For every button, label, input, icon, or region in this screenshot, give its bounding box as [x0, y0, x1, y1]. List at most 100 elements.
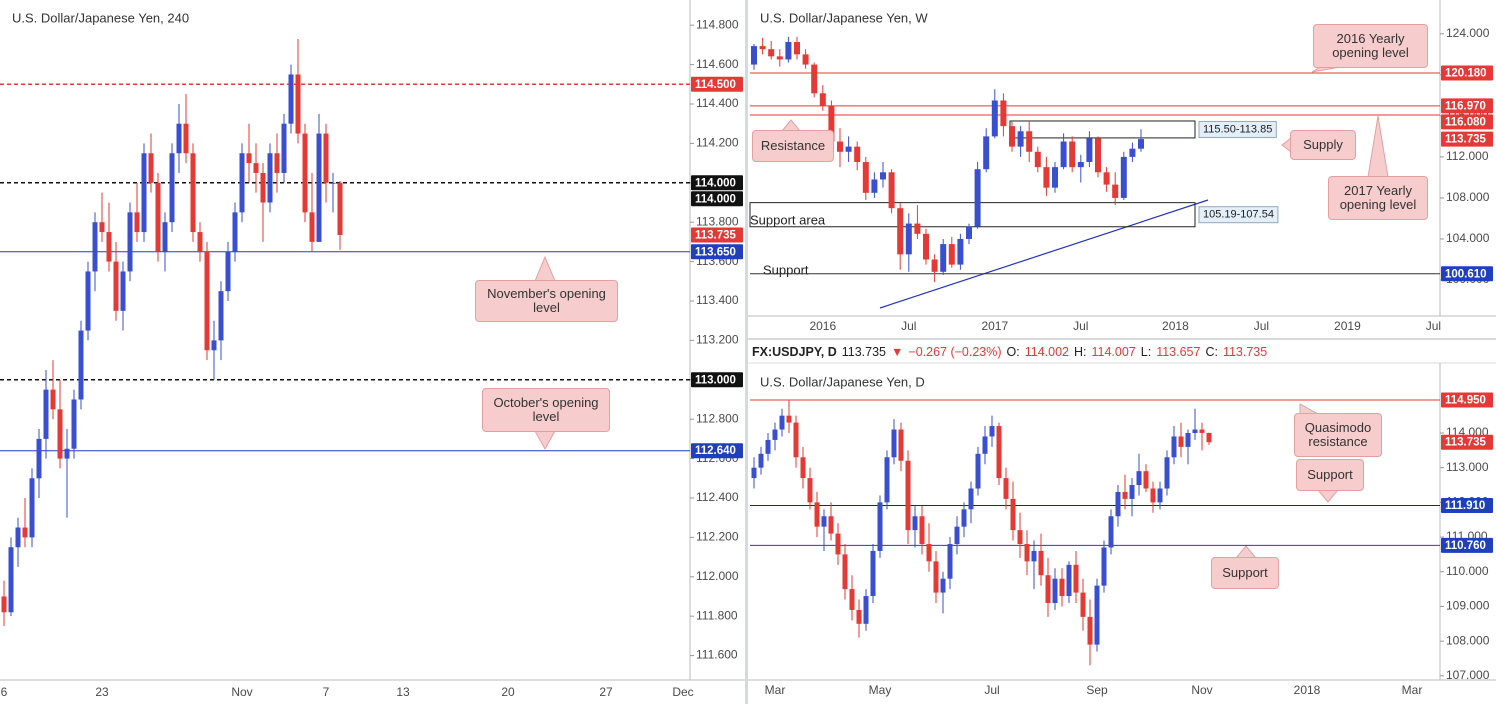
candle-body	[281, 123, 287, 173]
candle-body	[982, 436, 988, 454]
candle-body	[811, 64, 818, 94]
price-badge-label: 116.970	[1445, 100, 1486, 112]
y-tick-label: 114.200	[696, 136, 739, 150]
candle-body	[1101, 547, 1107, 586]
candle-body	[1095, 138, 1101, 173]
candle-body	[1073, 564, 1079, 593]
ohlc-value: 114.002	[1024, 345, 1069, 359]
price-badge-label: 114.000	[695, 193, 736, 205]
candle-body	[218, 291, 224, 341]
candle-body	[22, 527, 28, 538]
candle-body	[288, 74, 294, 124]
candle-body	[1009, 126, 1015, 147]
change: −0.267 (−0.23%)	[908, 345, 1002, 359]
candle-body	[260, 172, 266, 203]
ohlc-key: O:	[1006, 345, 1020, 359]
price-badge-label: 120.180	[1445, 68, 1487, 80]
candle-body	[232, 212, 238, 252]
candle-body	[786, 415, 792, 423]
candle-body	[758, 453, 764, 468]
callout-pointers	[534, 65, 1389, 559]
candle-body	[1080, 592, 1086, 617]
candle-body	[323, 133, 329, 183]
ohlc-key: H:	[1073, 345, 1087, 359]
candle-body	[991, 100, 998, 137]
candle-body	[1017, 530, 1023, 545]
candle-body	[1026, 131, 1033, 152]
chart-title: U.S. Dollar/Japanese Yen, W	[760, 10, 928, 25]
candle-body	[1059, 578, 1065, 597]
y-tick-label: 114.400	[696, 96, 739, 110]
price-badge-label: 111.910	[1445, 500, 1485, 512]
zone-label: 105.19-107.54	[1203, 209, 1274, 221]
price-badge	[1441, 434, 1493, 450]
x-tick-label: 2019	[1334, 319, 1361, 333]
candle-body	[99, 222, 105, 233]
y-tick-label: 111.600	[696, 648, 738, 662]
candle-body	[8, 547, 14, 613]
candle-body	[975, 453, 981, 489]
candle-body	[1024, 544, 1030, 562]
price-badge	[691, 191, 743, 207]
candle-body	[870, 550, 876, 597]
candle-body	[837, 141, 843, 152]
chart-title: U.S. Dollar/Japanese Yen, D	[760, 374, 925, 389]
price-badge	[691, 175, 743, 191]
candle-body	[274, 153, 280, 173]
x-tick-label: 7	[323, 685, 330, 699]
price-badge	[1441, 65, 1493, 81]
candle-body	[940, 578, 946, 593]
candle-body	[1164, 457, 1170, 489]
panel-daily	[748, 340, 1496, 704]
candle-body	[1122, 491, 1128, 499]
price-badge	[1441, 114, 1493, 130]
callout: 2016 Yearly opening level	[1313, 24, 1428, 68]
candle-body	[819, 93, 826, 106]
price-badge	[691, 227, 743, 243]
candle-body	[923, 233, 929, 260]
x-tick-label: Jul	[1254, 319, 1269, 333]
price-badge	[691, 372, 743, 388]
x-tick-label: Mar	[765, 683, 786, 697]
candle-body	[765, 439, 771, 454]
price-badge-label: 100.610	[1445, 268, 1487, 280]
candle-body	[1017, 131, 1024, 147]
x-tick-label: 27	[599, 685, 613, 699]
x-tick-label: 2018	[1162, 319, 1189, 333]
candle-body	[1086, 138, 1093, 163]
candle-body	[794, 42, 800, 55]
y-tick-label: 113.400	[696, 293, 739, 307]
candle-body	[134, 212, 140, 233]
candle-body	[821, 516, 827, 527]
y-tick-label: 108.000	[1446, 190, 1490, 204]
candle-body	[814, 502, 820, 527]
price-badge-label: 113.735	[1445, 134, 1487, 146]
x-tick-label: Jul	[1426, 319, 1441, 333]
y-tick-label: 114.600	[696, 57, 739, 71]
price-badge-label: 110.760	[1445, 540, 1486, 552]
ohlc-value: 113.657	[1156, 345, 1201, 359]
x-tick-label: May	[869, 683, 892, 697]
candle-body	[966, 226, 972, 239]
candle-body	[983, 136, 990, 170]
x-tick-label: 13	[396, 685, 410, 699]
candle-body	[176, 123, 182, 154]
candle-body	[933, 561, 939, 593]
price-badge	[1441, 266, 1493, 282]
price-badge	[691, 76, 743, 92]
candle-body	[113, 261, 119, 311]
candle-body	[1143, 471, 1149, 489]
candle-body	[1094, 585, 1100, 645]
candle-body	[302, 133, 308, 213]
candle-body	[64, 448, 70, 459]
candle-body	[884, 457, 890, 503]
candle-body	[905, 460, 911, 531]
candle-body	[253, 163, 259, 173]
candle-body	[1010, 498, 1016, 531]
candle-body	[751, 467, 757, 479]
price-badge	[1441, 498, 1493, 514]
candle-body	[1157, 488, 1163, 503]
ohlc-key: C:	[1205, 345, 1218, 359]
candle-body	[197, 232, 203, 252]
candle-body	[996, 426, 1002, 479]
